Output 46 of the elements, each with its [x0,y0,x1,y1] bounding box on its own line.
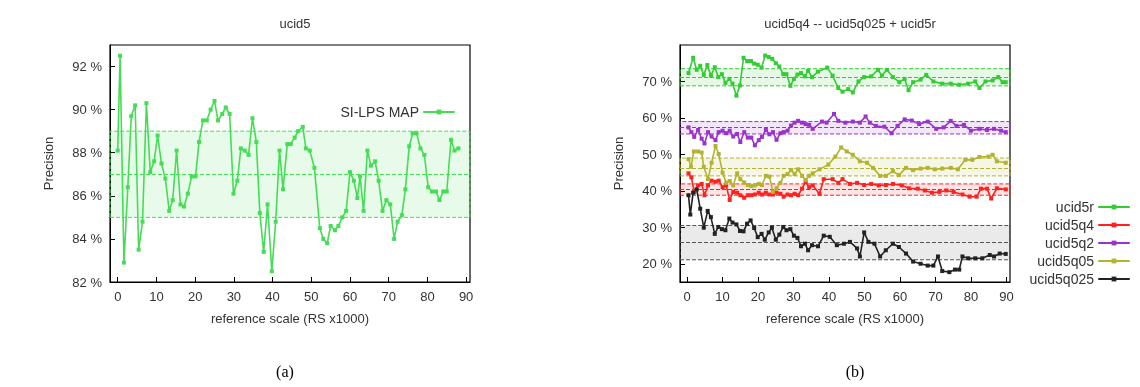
x-tick-label: 30 [226,289,242,304]
legend-label: SI-LPS MAP [340,104,419,120]
x-tick-label: 40 [265,289,280,304]
y-tick-label: 30 % [642,219,673,235]
x-tick-label: 60 [342,289,358,304]
x-tick-label: 10 [149,289,164,304]
y-tick-label: 40 % [642,183,673,199]
x-tick-label: 80 [420,289,435,304]
x-tick-label: 10 [715,289,730,304]
legend-label: ucid5r [1055,199,1095,215]
x-tick-label: 20 [750,289,766,304]
legend-label: ucid5q4 [1044,217,1095,233]
chart-title: ucid5q4 -- ucid5q025 + ucid5r [764,16,937,31]
x-tick-label: 0 [683,289,691,304]
legend-label: ucid5q05 [1037,253,1095,269]
x-tick-label: 30 [786,289,801,304]
y-tick-label: 50 % [642,146,673,162]
y-tick-label: 92 % [72,59,103,75]
y-tick-label: 82 % [72,274,103,290]
legend-label: ucid5q2 [1044,235,1095,251]
y-tick-label: 86 % [72,188,103,204]
x-tick-label: 50 [304,289,319,304]
x-tick-label: 80 [963,289,979,304]
text: (a) [276,362,294,381]
y-tick-label: 90 % [72,102,103,118]
y-tick-label: 88 % [72,145,103,161]
x-tick-label: 60 [892,289,908,304]
y-tick-label: 84 % [72,231,103,247]
x-tick-label: 50 [857,289,872,304]
legend-label: ucid5q025 [1029,271,1095,287]
x-tick-label: 70 [928,289,943,304]
x-tick-label: 70 [381,289,396,304]
x-tick-label: 40 [821,289,837,304]
y-tick-label: 70 % [642,73,673,89]
x-axis-title: reference scale (RS x1000) [765,311,925,326]
y-axis-title: Precision [41,136,56,191]
x-tick-label: 0 [114,289,122,304]
x-axis-title: reference scale (RS x1000) [210,311,370,326]
y-tick-label: 20 % [642,256,673,272]
x-tick-label: 20 [187,289,203,304]
y-axis-title: Precision [611,136,626,191]
chart-title: ucid5 [279,16,311,31]
x-tick-label: 90 [458,289,474,304]
x-tick-label: 90 [999,289,1014,304]
text: (b) [845,362,865,381]
y-tick-label: 60 % [642,110,673,126]
